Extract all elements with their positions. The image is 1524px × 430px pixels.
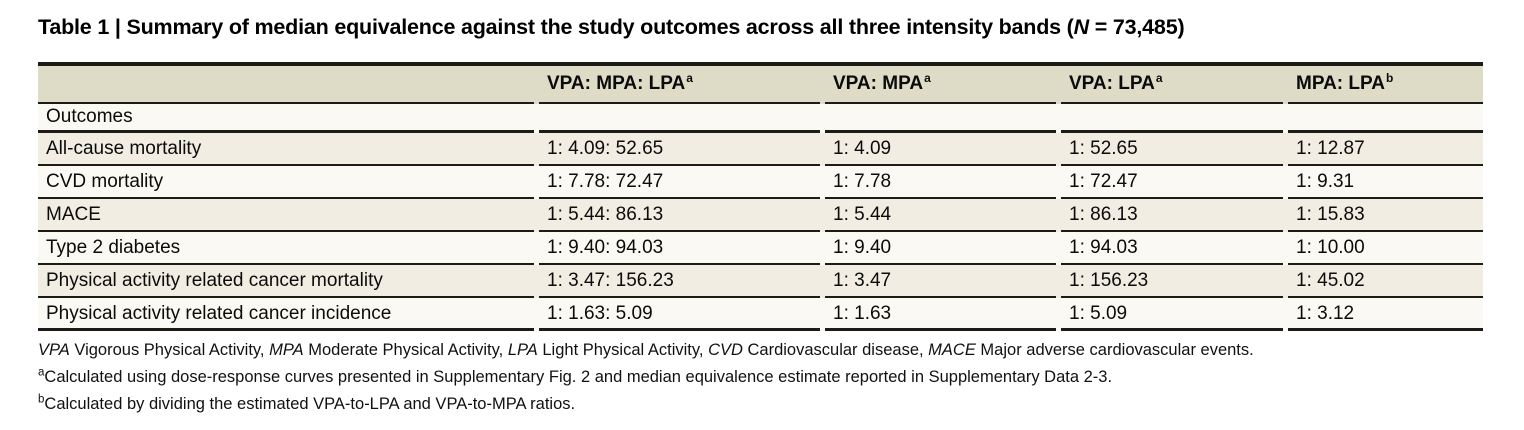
group-empty-cell <box>539 104 825 133</box>
value-cell: 1: 4.09: 52.65 <box>539 133 825 166</box>
italic-text: MPA <box>269 341 304 359</box>
outcome-cell: MACE <box>38 199 539 232</box>
value-cell: 1: 86.13 <box>1061 199 1288 232</box>
value-cell: 1: 1.63: 5.09 <box>539 298 825 331</box>
text: Vigorous Physical Activity, <box>69 341 270 359</box>
footnote: aCalculated using dose-response curves p… <box>38 364 1498 391</box>
footnote: VPA Vigorous Physical Activity, MPA Mode… <box>38 337 1498 364</box>
text: Calculated using dose-response curves pr… <box>44 367 1113 386</box>
group-label-cell: Outcomes <box>38 104 539 133</box>
value-cell: 1: 45.02 <box>1288 265 1483 298</box>
italic-text: VPA <box>38 341 70 359</box>
text: Moderate Physical Activity, <box>303 341 508 359</box>
value-cell: 1: 12.87 <box>1288 133 1483 166</box>
italic-text: N <box>1073 15 1090 39</box>
value-cell: 1: 5.44 <box>825 199 1061 232</box>
outcome-cell: Physical activity related cancer mortali… <box>38 265 539 298</box>
table-body: All-cause mortality 1: 4.09: 52.65 1: 4.09… <box>38 133 1483 331</box>
table-row: All-cause mortality 1: 4.09: 52.65 1: 4.09… <box>38 133 1483 166</box>
table-row: CVD mortality 1: 7.78: 72.47 1: 7.78 1: 72.… <box>38 166 1483 199</box>
footnote: bCalculated by dividing the estimated VP… <box>38 391 1498 418</box>
column-label: VPA: MPA: LPA <box>547 73 686 94</box>
italic-text: CVD <box>708 341 743 359</box>
value-cell: 1: 3.47: 156.23 <box>539 265 825 298</box>
value-cell: 1: 10.00 <box>1288 232 1483 265</box>
table-row: Physical activity related cancer inciden… <box>38 298 1483 331</box>
text: Calculated by dividing the estimated VPA… <box>44 394 576 413</box>
header-cell <box>38 66 539 104</box>
equivalence-table: VPA: MPA: LPAa VPA: MPAa VPA: LPAa MPA: LPA… <box>38 62 1483 331</box>
text: Cardiovascular disease, <box>742 341 929 359</box>
header-cell: VPA: MPAa <box>825 66 1061 104</box>
value-cell: 1: 156.23 <box>1061 265 1288 298</box>
value-cell: 1: 15.83 <box>1288 199 1483 232</box>
value-cell: 1: 7.78: 72.47 <box>539 166 825 199</box>
table-header-row: VPA: MPA: LPAa VPA: MPAa VPA: LPAa MPA: LPA… <box>38 66 1483 104</box>
table-row: Type 2 diabetes 1: 9.40: 94.03 1: 9.40 1: 9… <box>38 232 1483 265</box>
header-cell: VPA: MPA: LPAa <box>539 66 825 104</box>
footnote-marker: a <box>686 70 693 85</box>
value-cell: 1: 94.03 <box>1061 232 1288 265</box>
header-cell: MPA: LPAb <box>1288 66 1483 104</box>
outcome-cell: All-cause mortality <box>38 133 539 166</box>
footnotes: VPA Vigorous Physical Activity, MPA Mode… <box>38 337 1498 417</box>
value-cell: 1: 9.40 <box>825 232 1061 265</box>
footnote-marker: a <box>1155 70 1163 85</box>
table-row: MACE 1: 5.44: 86.13 1: 5.44 1: 86.13 1: 15.8… <box>38 199 1483 232</box>
value-cell: 1: 9.40: 94.03 <box>539 232 825 265</box>
value-cell: 1: 7.78 <box>825 166 1061 199</box>
column-label: VPA: MPA <box>833 73 924 94</box>
group-empty-cell <box>825 104 1061 133</box>
value-cell: 1: 5.44: 86.13 <box>539 199 825 232</box>
outcome-cell: Type 2 diabetes <box>38 232 539 265</box>
text: Table 1 | Summary of median equivalence … <box>38 15 1074 39</box>
italic-text: LPA <box>507 341 538 359</box>
value-cell: 1: 5.09 <box>1061 298 1288 331</box>
group-row: Outcomes <box>38 104 1483 133</box>
outcome-cell: Physical activity related cancer inciden… <box>38 298 539 331</box>
column-label: VPA: LPA <box>1069 73 1155 94</box>
value-cell: 1: 52.65 <box>1061 133 1288 166</box>
outcome-cell: CVD mortality <box>38 166 539 199</box>
text: = 73,485) <box>1088 15 1185 39</box>
footnote-marker: b <box>1386 70 1394 85</box>
value-cell: 1: 3.12 <box>1288 298 1483 331</box>
value-cell: 1: 3.47 <box>825 265 1061 298</box>
table-row: Physical activity related cancer mortali… <box>38 265 1483 298</box>
group-empty-cell <box>1288 104 1483 133</box>
value-cell: 1: 9.31 <box>1288 166 1483 199</box>
footnote-marker: b <box>38 393 45 406</box>
footnote-marker: a <box>924 70 931 85</box>
value-cell: 1: 1.63 <box>825 298 1061 331</box>
value-cell: 1: 4.09 <box>825 133 1061 166</box>
column-label: MPA: LPA <box>1296 73 1386 94</box>
header-cell: VPA: LPAa <box>1061 66 1288 104</box>
footnote-marker: a <box>38 366 45 379</box>
text: Major adverse cardiovascular events. <box>975 341 1254 359</box>
italic-text: MACE <box>928 341 976 359</box>
value-cell: 1: 72.47 <box>1061 166 1288 199</box>
text: Light Physical Activity, <box>537 341 709 359</box>
group-empty-cell <box>1061 104 1288 133</box>
table-top-rule <box>38 62 1483 66</box>
table-title: Table 1 | Summary of median equivalence … <box>38 15 1185 40</box>
